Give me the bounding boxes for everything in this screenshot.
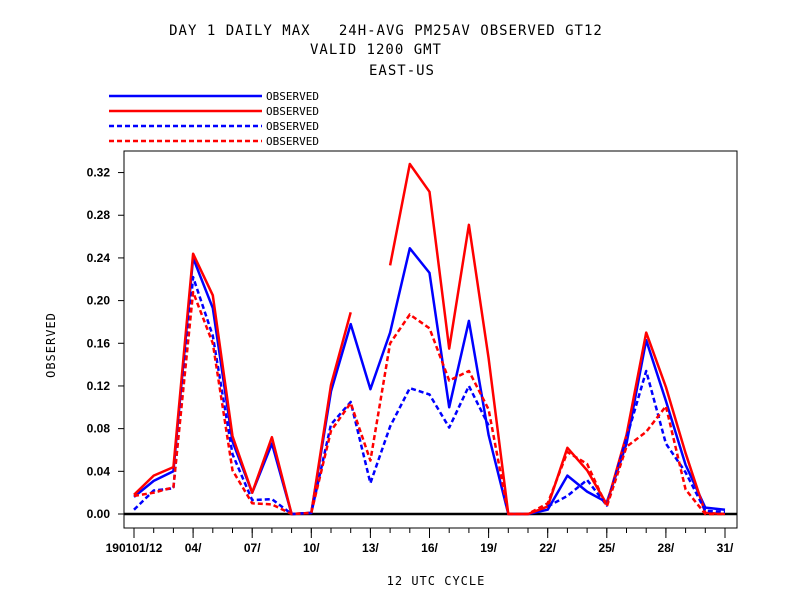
series-line-2 (388, 162, 726, 516)
series-line-2 (133, 252, 352, 516)
x-tick-label: 07/ (244, 541, 261, 555)
x-tick-label: 19/ (480, 541, 497, 555)
x-tick-label: 10/ (303, 541, 320, 555)
y-tick-label: 0.32 (87, 166, 111, 180)
x-tick-label: 13/ (362, 541, 379, 555)
x-tick-label: 04/ (185, 541, 202, 555)
y-axis: 0.00 0.04 0.08 0.12 0.16 0.20 0.24 0.28 0.32 (87, 166, 124, 521)
y-tick-label: 0.04 (87, 464, 111, 478)
y-tick-label: 0.00 (87, 507, 111, 521)
legend-label-2: OBSERVED (266, 105, 319, 118)
x-tick-label: 31/ (717, 541, 734, 555)
y-tick-label: 0.28 (87, 208, 111, 222)
y-axis-label: OBSERVED (44, 312, 58, 378)
series-line-3 (547, 369, 726, 514)
legend-label-1: OBSERVED (266, 90, 319, 103)
x-tick-label: 25/ (598, 541, 615, 555)
y-tick-label: 0.16 (87, 336, 111, 350)
series-line-1 (133, 247, 726, 516)
x-tick-label: 16/ (421, 541, 438, 555)
x-tick-label: 22/ (539, 541, 556, 555)
chart-subtitle: VALID 1200 GMT (310, 42, 442, 58)
y-tick-label: 0.24 (87, 251, 111, 265)
x-axis-label: 12 UTC CYCLE (387, 574, 486, 588)
plot-frame (123, 150, 738, 529)
series-group (133, 162, 726, 516)
legend-label-4: OBSERVED (266, 135, 319, 148)
legend: OBSERVED OBSERVED OBSERVED OBSERVED (109, 90, 319, 148)
series-line-3 (133, 275, 490, 516)
y-tick-label: 0.12 (87, 379, 111, 393)
x-axis: 190101/12 04/07/10/13/16/19/22/25/28/31/ (106, 512, 737, 555)
legend-label-3: OBSERVED (266, 120, 319, 133)
series-line-4 (133, 290, 725, 516)
y-tick-label: 0.08 (87, 422, 111, 436)
y-tick-label: 0.20 (87, 294, 111, 308)
chart-title: DAY 1 DAILY MAX 24H-AVG PM25AV OBSERVED … (169, 23, 603, 39)
x-tick-label: 190101/12 (106, 541, 163, 555)
x-tick-label: 28/ (658, 541, 675, 555)
chart-subtitle-2: EAST-US (369, 63, 435, 79)
